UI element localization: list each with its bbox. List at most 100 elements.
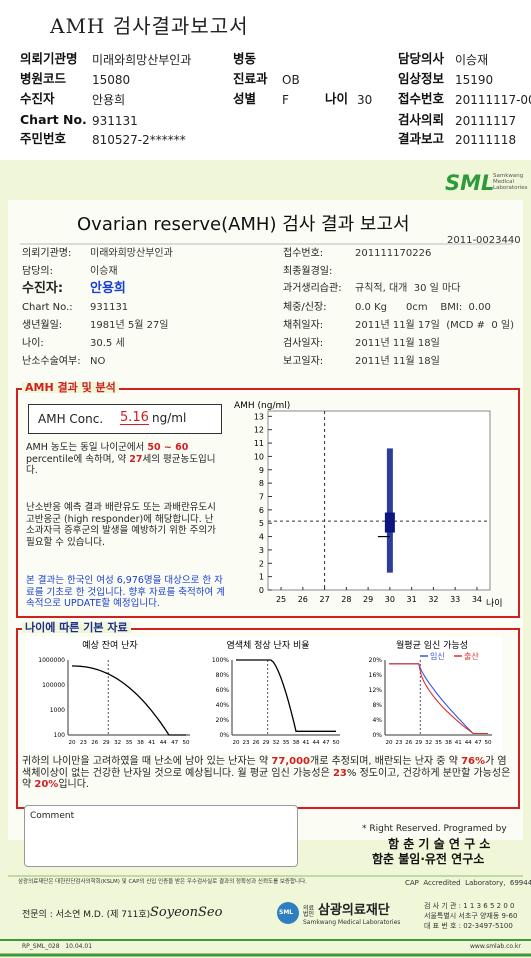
field-value: 30: [357, 93, 373, 107]
x-tick-label: 26: [405, 740, 412, 746]
field-value: 15080: [92, 73, 131, 87]
y-tick-label: 13: [254, 412, 264, 421]
info-label: 의뢰기관명:: [22, 248, 72, 259]
text-run: 77,000: [271, 756, 311, 767]
field-label: 결과보고: [398, 131, 445, 146]
x-tick-label: 26: [253, 740, 260, 746]
logo: SML: [445, 171, 495, 195]
text-run: 입니다.: [58, 779, 90, 790]
plot-area: [267, 410, 491, 591]
y-tick-label: 100%: [212, 657, 229, 664]
info-value: 2011년 11월 18일: [355, 356, 440, 367]
x-tick-label: 32: [428, 595, 438, 604]
y-tick-label: 100000: [42, 682, 65, 689]
info-value: 1981년 5월 27일: [90, 320, 169, 331]
x-tick-label: 29: [363, 595, 373, 604]
field-label: 진료과: [233, 71, 268, 86]
field-value: 이승재: [455, 53, 489, 67]
axis-title: 나이: [486, 598, 503, 609]
info-label: 생년월일:: [22, 320, 63, 331]
x-tick-label: 50: [485, 740, 492, 746]
x-tick-label: 38: [137, 740, 144, 746]
conc-box: [28, 404, 222, 434]
info-value: 931131: [90, 302, 129, 313]
org-english: Samkwang Medical Laboratories: [303, 919, 401, 926]
field-value: 931131: [92, 114, 138, 128]
field-value: F: [282, 93, 289, 107]
x-tick-label: 50: [183, 740, 190, 746]
note-text: 본 결과는 한국인 여성 6,976명을 대상으로 한 자료를 기초로 한 것입…: [26, 575, 225, 609]
curve: [236, 659, 336, 732]
field-label: 성별: [233, 91, 257, 106]
panel: [26, 637, 200, 753]
info-value: 2011년 11월 18일: [355, 338, 440, 349]
x-tick-label: 47: [171, 740, 178, 746]
info-value: 안용희: [90, 281, 126, 296]
org-name: 삼광의료재단: [318, 903, 390, 918]
text-run: 세의 평균농도입니다.: [26, 453, 216, 477]
x-tick-label: 34: [472, 595, 482, 604]
x-tick-label: 29: [263, 740, 270, 746]
legend-label: 임신: [430, 652, 445, 661]
x-tick-label: 47: [475, 740, 482, 746]
info-value: 30.5 세: [90, 338, 125, 349]
axis-title: AMH (ng/ml): [234, 401, 290, 411]
info-label: 과거생리습관:: [283, 283, 342, 294]
form-code: RP_SML_028 10.04.01: [22, 943, 93, 950]
text-run: 개로 추정되며, 배란되는 난자 중 약: [310, 756, 462, 767]
conc-unit: ng/ml: [152, 411, 187, 425]
lab-name: 함춘 불임·유전 연구소: [372, 852, 485, 866]
x-tick-label: 23: [80, 740, 87, 746]
x-tick-label: 41: [303, 740, 310, 746]
text-run: AMH 농도는 동일 나이군에서: [26, 442, 148, 453]
info-label: 보고일자:: [283, 356, 324, 367]
info-value: 미래와희망산부인과: [90, 248, 173, 259]
y-tick-label: 0: [259, 586, 264, 595]
field-label: 병동: [233, 51, 257, 66]
info-label: 난소수술여부:: [22, 356, 81, 367]
cap-text: CAP Accredited Laboratory, 69944-01: [405, 879, 531, 887]
text-run: 27: [129, 453, 143, 465]
info-value: 0.0 Kg 0cm BMI: 0.00: [355, 302, 491, 313]
x-tick-label: 38: [445, 740, 452, 746]
x-tick-label: 29: [415, 740, 422, 746]
field-label: 나이: [325, 91, 349, 106]
field-label: 주민번호: [20, 131, 67, 146]
y-tick-label: 20%: [216, 717, 230, 724]
signature: SoyeonSeo: [150, 905, 223, 920]
box-range: [386, 448, 393, 573]
website: www.smlab.co.kr: [470, 943, 521, 950]
section-title: 나이에 따른 기본 자료: [22, 622, 131, 633]
x-tick-label: 47: [323, 740, 330, 746]
y-tick-label: 7: [259, 492, 264, 501]
text-run: 50 ~ 60: [147, 442, 189, 453]
y-tick-label: 6: [259, 506, 264, 515]
x-tick-label: 41: [455, 740, 462, 746]
field-value: 15190: [455, 73, 494, 87]
field-value: 20111117: [455, 114, 517, 128]
info-value: 이승재: [90, 266, 118, 277]
info-label: 검사일자:: [283, 338, 324, 349]
x-tick-label: 20: [233, 740, 240, 746]
info-label: 수진자:: [22, 281, 64, 296]
info-label: 접수번호:: [283, 248, 324, 259]
org-prefix: 의료법인: [303, 905, 315, 918]
text-run: percentile에 속하며, 약: [26, 453, 130, 465]
x-tick-label: 44: [160, 740, 167, 746]
field-value: 20111118: [455, 133, 517, 147]
y-tick-label: 1: [259, 573, 264, 582]
x-tick-label: 32: [425, 740, 432, 746]
x-tick-label: 26: [298, 595, 308, 604]
x-tick-label: 27: [319, 595, 329, 604]
info-label: 채취일자:: [283, 320, 324, 331]
contact: 대 표 번 호 : 02-3497-5100: [424, 922, 513, 930]
x-tick-label: 20: [69, 740, 76, 746]
x-tick-label: 38: [293, 740, 300, 746]
y-tick-label: 2: [259, 559, 264, 568]
field-value: OB: [282, 73, 300, 87]
comment-box: [24, 805, 298, 867]
info-label: Chart No.:: [22, 302, 73, 313]
y-tick-label: 9: [259, 466, 264, 475]
field-label: 접수번호: [398, 91, 445, 106]
